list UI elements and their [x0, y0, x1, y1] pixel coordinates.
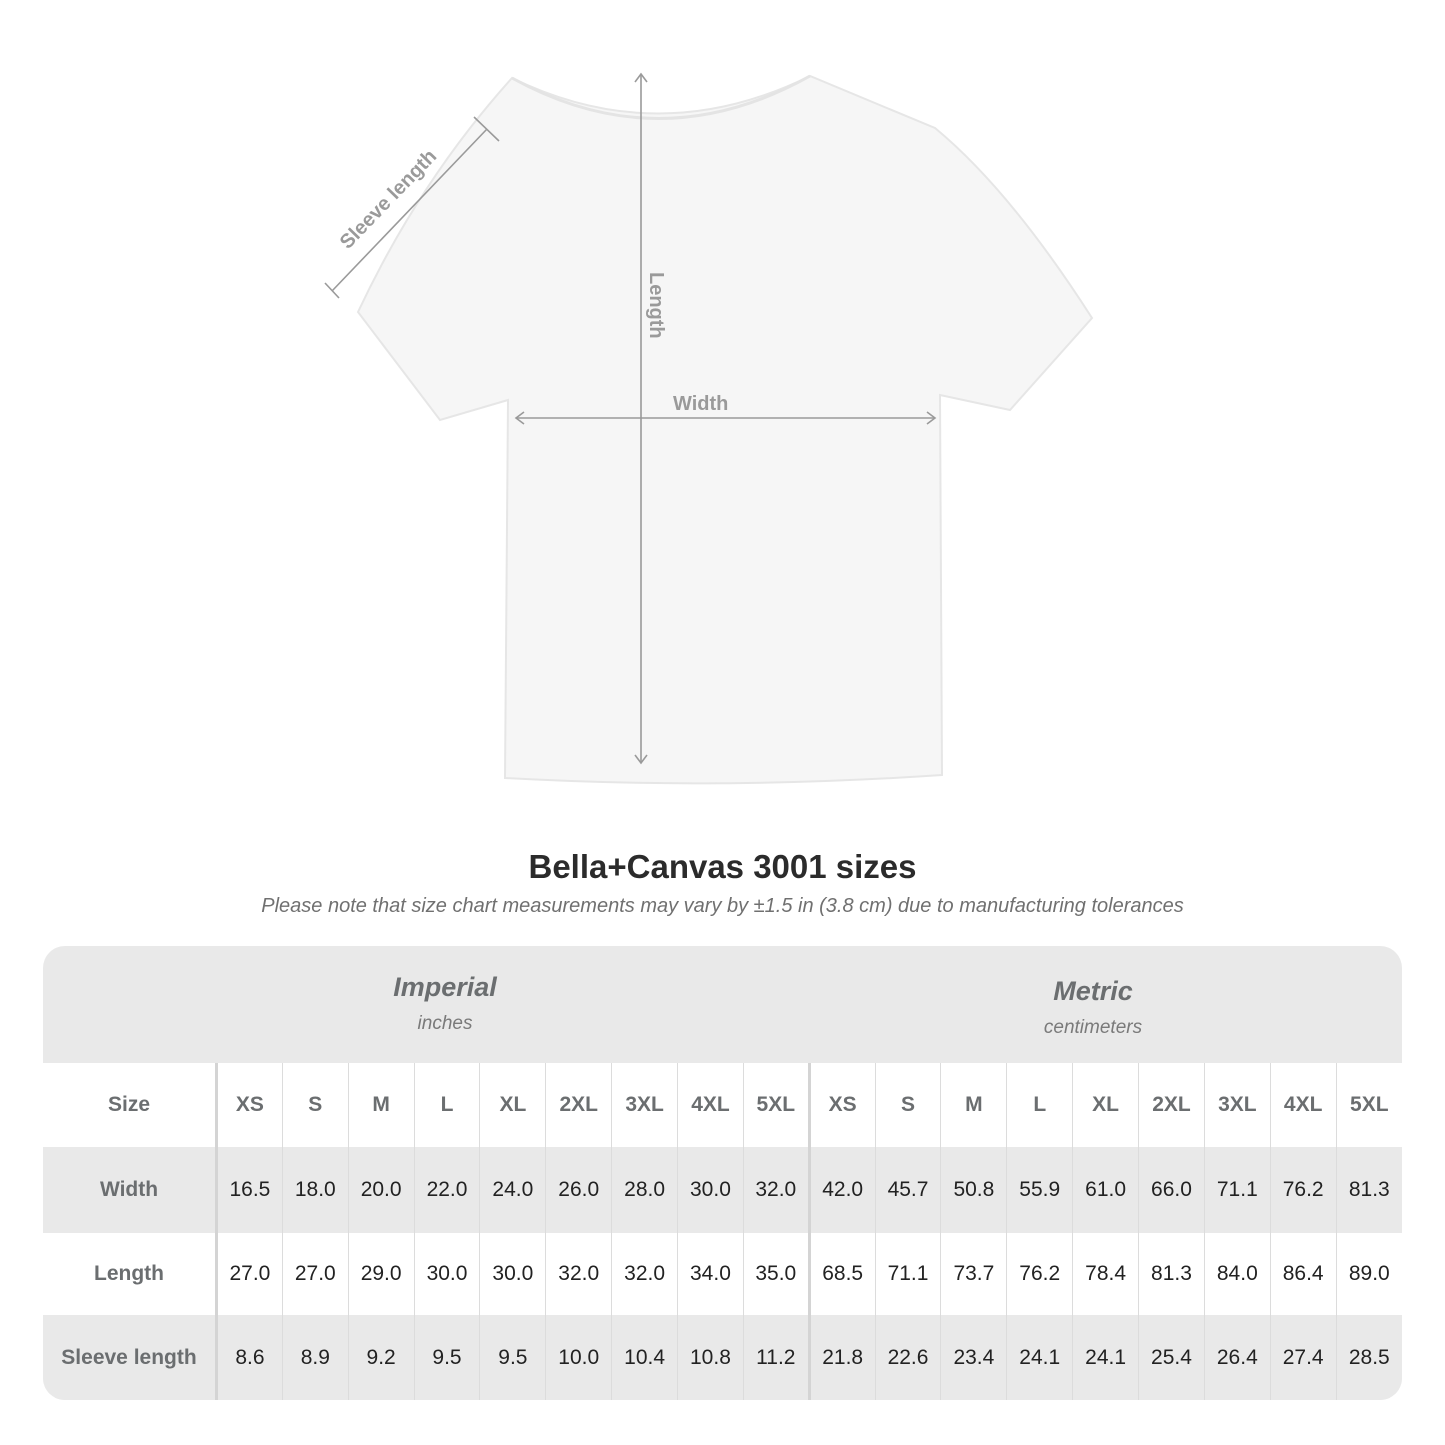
- metric-unit: centimeters: [1043, 1017, 1143, 1038]
- metric-value: 24.1: [1072, 1315, 1139, 1400]
- metric-value: 22.6: [874, 1315, 941, 1400]
- metric-value: 86.4: [1269, 1233, 1337, 1315]
- length-label: Length: [645, 272, 667, 339]
- size-imperial-5xl: 5XL: [742, 1063, 810, 1147]
- table-row: Width 16.5 18.0 20.0 22.0 24.0 26.0 28.0 30.0 32.…: [43, 1147, 1402, 1233]
- metric-value: 81.3: [1335, 1147, 1402, 1233]
- imperial-value: 32.0: [611, 1233, 678, 1315]
- metric-value: 21.8: [807, 1315, 876, 1400]
- size-imperial-xl: XL: [479, 1063, 546, 1147]
- imperial-value: 10.0: [545, 1315, 612, 1400]
- imperial-title: Imperial: [393, 972, 497, 1002]
- metric-value: 73.7: [940, 1233, 1007, 1315]
- metric-value: 76.2: [1006, 1233, 1073, 1315]
- imperial-value: 26.0: [545, 1147, 612, 1233]
- size-metric-xs: XS: [807, 1063, 876, 1147]
- metric-value: 45.7: [874, 1147, 941, 1233]
- table-row: Length 27.0 27.0 29.0 30.0 30.0 32.0 32.0 34.0 35…: [43, 1233, 1402, 1315]
- imperial-value: 29.0: [347, 1233, 415, 1315]
- size-metric-3xl: 3XL: [1203, 1063, 1271, 1147]
- metric-header: Metric centimeters: [863, 976, 1323, 1039]
- metric-value: 66.0: [1138, 1147, 1205, 1233]
- size-label: Size: [43, 1063, 218, 1147]
- table-row: Sleeve length 8.6 8.9 9.2 9.5 9.5 10.0 10.4 10.8…: [43, 1315, 1402, 1400]
- metric-value: 78.4: [1072, 1233, 1139, 1315]
- size-imperial-m: M: [347, 1063, 415, 1147]
- row-label: Width: [43, 1147, 218, 1233]
- size-imperial-l: L: [413, 1063, 480, 1147]
- metric-value: 68.5: [807, 1233, 876, 1315]
- size-metric-2xl: 2XL: [1138, 1063, 1205, 1147]
- tolerance-note: Please note that size chart measurements…: [261, 895, 1184, 917]
- metric-value: 71.1: [874, 1233, 941, 1315]
- metric-value: 89.0: [1335, 1233, 1402, 1315]
- imperial-value: 9.2: [347, 1315, 415, 1400]
- size-imperial-3xl: 3XL: [611, 1063, 678, 1147]
- size-metric-s: S: [874, 1063, 941, 1147]
- imperial-value: 10.8: [677, 1315, 744, 1400]
- imperial-value: 32.0: [742, 1147, 810, 1233]
- metric-value: 76.2: [1269, 1147, 1337, 1233]
- imperial-value: 32.0: [545, 1233, 612, 1315]
- imperial-value: 22.0: [413, 1147, 480, 1233]
- row-label: Sleeve length: [43, 1315, 218, 1400]
- imperial-value: 10.4: [611, 1315, 678, 1400]
- imperial-value: 18.0: [281, 1147, 349, 1233]
- size-metric-5xl: 5XL: [1335, 1063, 1402, 1147]
- width-label: Width: [673, 393, 728, 415]
- size-imperial-s: S: [281, 1063, 349, 1147]
- imperial-value: 20.0: [347, 1147, 415, 1233]
- size-chart: Imperial inches Metric centimeters Size X…: [43, 946, 1402, 1400]
- size-metric-xl: XL: [1072, 1063, 1139, 1147]
- tshirt-diagram: Sleeve length Length Width: [324, 72, 1094, 785]
- metric-value: 25.4: [1138, 1315, 1205, 1400]
- tshirt-image: [356, 74, 1094, 785]
- imperial-value: 35.0: [742, 1233, 810, 1315]
- metric-value: 84.0: [1203, 1233, 1271, 1315]
- metric-value: 28.5: [1335, 1315, 1402, 1400]
- size-imperial-4xl: 4XL: [677, 1063, 744, 1147]
- metric-value: 23.4: [940, 1315, 1007, 1400]
- metric-value: 55.9: [1006, 1147, 1073, 1233]
- size-metric-m: M: [940, 1063, 1007, 1147]
- row-label: Length: [43, 1233, 218, 1315]
- metric-value: 61.0: [1072, 1147, 1139, 1233]
- size-metric-l: L: [1006, 1063, 1073, 1147]
- imperial-value: 30.0: [479, 1233, 546, 1315]
- imperial-value: 8.6: [216, 1315, 283, 1400]
- size-metric-4xl: 4XL: [1269, 1063, 1337, 1147]
- size-imperial-xs: XS: [216, 1063, 283, 1147]
- imperial-header: Imperial inches: [215, 972, 675, 1035]
- imperial-value: 9.5: [479, 1315, 546, 1400]
- imperial-value: 27.0: [216, 1233, 283, 1315]
- metric-value: 81.3: [1138, 1233, 1205, 1315]
- metric-value: 50.8: [940, 1147, 1007, 1233]
- metric-value: 26.4: [1203, 1315, 1271, 1400]
- imperial-value: 8.9: [281, 1315, 349, 1400]
- metric-title: Metric: [1053, 976, 1133, 1006]
- imperial-value: 11.2: [742, 1315, 810, 1400]
- imperial-value: 30.0: [677, 1147, 744, 1233]
- imperial-value: 16.5: [216, 1147, 283, 1233]
- metric-value: 27.4: [1269, 1315, 1337, 1400]
- imperial-value: 34.0: [677, 1233, 744, 1315]
- metric-value: 71.1: [1203, 1147, 1271, 1233]
- measure-lines: [324, 72, 937, 765]
- imperial-value: 28.0: [611, 1147, 678, 1233]
- size-imperial-2xl: 2XL: [545, 1063, 612, 1147]
- metric-value: 42.0: [807, 1147, 876, 1233]
- page-title: Bella+Canvas 3001 sizes: [528, 848, 917, 885]
- collar: [511, 74, 811, 120]
- imperial-value: 9.5: [413, 1315, 480, 1400]
- imperial-value: 30.0: [413, 1233, 480, 1315]
- metric-value: 24.1: [1006, 1315, 1073, 1400]
- imperial-value: 27.0: [281, 1233, 349, 1315]
- size-header-row: Size XS S M L XL 2XL 3XL 4XL 5XL XS S M L XL 2XL 3XL 4XL 5…: [43, 1063, 1402, 1147]
- size-table: Size XS S M L XL 2XL 3XL 4XL 5XL XS S M L XL 2XL 3XL 4XL 5…: [43, 1063, 1402, 1400]
- imperial-value: 24.0: [479, 1147, 546, 1233]
- imperial-unit: inches: [417, 1013, 473, 1034]
